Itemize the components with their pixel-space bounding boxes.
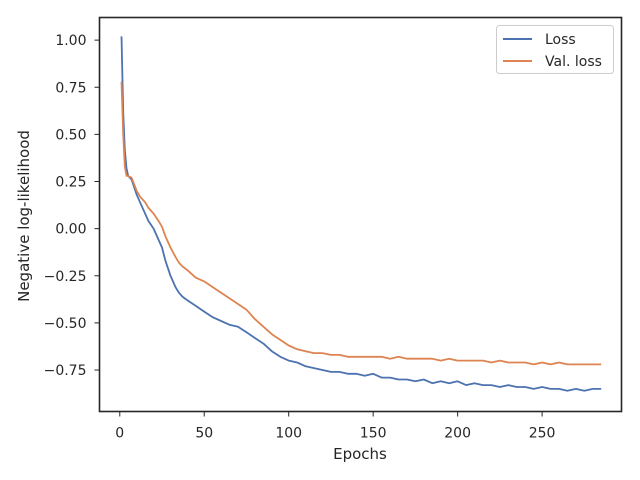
y-tick-label: −0.75 [44,363,87,379]
series-line-loss [120,36,602,392]
x-tick-label: 200 [444,426,471,442]
y-tick-label: −0.25 [44,269,87,285]
x-tick-label: 50 [195,426,213,442]
y-axis-label: Negative log-likelihood [15,130,33,302]
x-tick-label: 0 [115,426,124,442]
x-tick-label: 150 [360,426,387,442]
legend-label-loss: Loss [545,32,576,48]
y-tick-label: 0.00 [55,222,86,238]
x-axis-label: Epochs [333,445,387,463]
plot-lines [120,36,602,392]
y-tick-label: 1.00 [55,33,86,49]
y-tick-label: 0.25 [55,175,86,191]
series-line-val-loss [120,81,602,366]
legend-label-val-loss: Val. loss [545,54,602,70]
y-tick-label: −0.50 [44,316,87,332]
y-ticks: 1.00 0.75 0.50 0.25 0.00 −0.25 −0.50 −0.75 [44,33,100,379]
y-tick-label: 0.50 [55,127,86,143]
y-tick-label: 0.75 [55,80,86,96]
x-tick-label: 250 [529,426,556,442]
x-ticks: 0 50 100 150 200 250 [115,411,556,442]
plot-frame [98,16,623,413]
legend: Loss Val. loss [496,25,614,74]
x-tick-label: 100 [275,426,302,442]
